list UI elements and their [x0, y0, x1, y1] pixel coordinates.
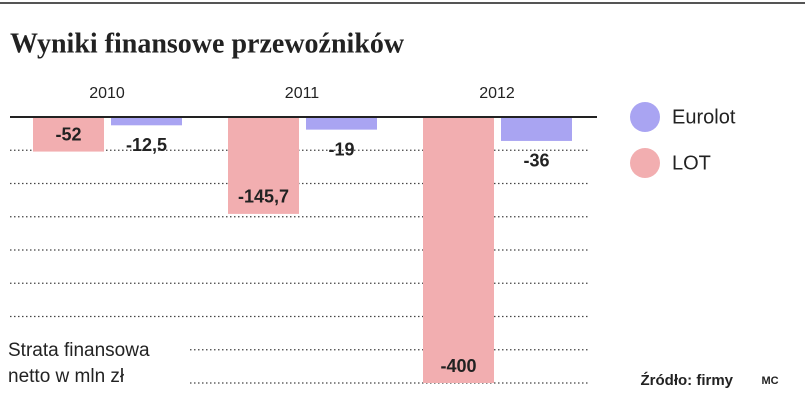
x-tick-label: 2012 — [479, 85, 515, 102]
credit: MC — [761, 375, 778, 387]
legend-label: Eurolot — [672, 106, 736, 128]
data-label: -36 — [523, 151, 549, 171]
legend-swatch — [630, 102, 660, 132]
bar — [423, 117, 494, 383]
legend-label: LOT — [672, 152, 711, 174]
x-tick-label: 2010 — [89, 85, 125, 102]
source: Źródło: firmy — [641, 372, 734, 389]
bar — [306, 117, 377, 130]
legend-swatch — [630, 148, 660, 178]
chart-title: Wyniki finansowe przewoźników — [10, 28, 405, 59]
bar — [501, 117, 572, 141]
bar — [111, 117, 182, 126]
data-label: -400 — [440, 356, 476, 376]
x-tick-label: 2011 — [285, 85, 320, 102]
bar — [228, 117, 299, 214]
data-label: -145,7 — [238, 187, 289, 207]
data-label: -12,5 — [126, 135, 167, 155]
bar — [33, 117, 104, 152]
y-axis-label: Strata finansowa netto w mln zł — [8, 338, 190, 390]
data-label: -19 — [328, 139, 354, 159]
data-label: -52 — [55, 124, 81, 144]
